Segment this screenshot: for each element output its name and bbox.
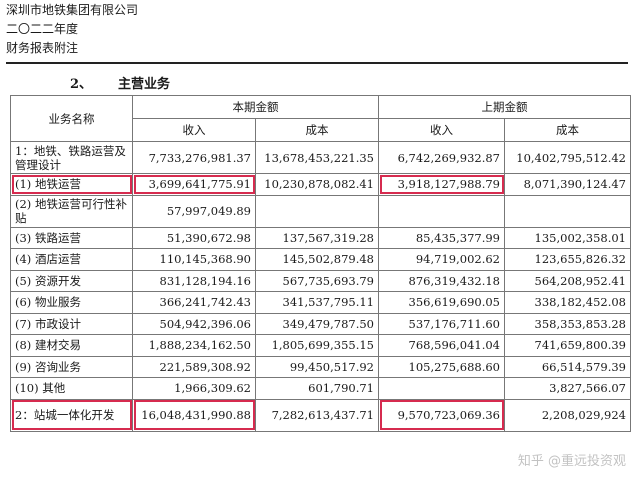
cell-current-revenue: 1,888,234,162.50	[132, 334, 256, 357]
column-header-current-cost: 成本	[255, 118, 379, 142]
cell-current-cost: 10,230,878,082.41	[255, 173, 379, 196]
row-name: (9) 咨询业务	[10, 355, 133, 378]
cell-prior-revenue	[378, 377, 505, 400]
cell-prior-revenue: 356,619,690.05	[378, 291, 505, 314]
cell-prior-revenue-highlighted: 9,570,723,069.36	[378, 398, 505, 432]
row-name: (5) 资源开发	[10, 269, 133, 292]
table-row: (2) 地铁运营可行性补贴 57,997,049.89	[10, 194, 631, 228]
cell-current-revenue: 504,942,396.06	[132, 312, 256, 335]
cell-current-revenue-highlighted: 16,048,431,990.88	[132, 398, 256, 432]
cell-current-cost: 567,735,693.79	[255, 269, 379, 292]
cell-current-revenue: 51,390,672.98	[132, 226, 256, 249]
report-year: 二〇二二年度	[6, 22, 79, 36]
cell-current-cost: 99,450,517.92	[255, 355, 379, 378]
cell-prior-cost: 123,655,826.32	[504, 248, 631, 271]
cell-prior-revenue: 105,275,688.60	[378, 355, 505, 378]
cell-prior-revenue: 85,435,377.99	[378, 226, 505, 249]
column-group-prior-period: 上期金额	[378, 95, 631, 119]
watermark: 知乎 @重远投资观	[517, 454, 626, 469]
cell-prior-revenue: 876,319,432.18	[378, 269, 505, 292]
cell-prior-cost: 3,827,566.07	[504, 377, 631, 400]
cell-current-revenue: 366,241,742.43	[132, 291, 256, 314]
table-row: (5) 资源开发 831,128,194.16 567,735,693.79 8…	[10, 269, 631, 292]
row-name: (2) 地铁运营可行性补贴	[10, 194, 133, 228]
cell-current-revenue-highlighted: 3,699,641,775.91	[132, 173, 256, 196]
row-name: (3) 铁路运营	[10, 226, 133, 249]
column-header-prior-revenue: 收入	[378, 118, 505, 142]
cell-current-cost: 13,678,453,221.35	[255, 141, 379, 174]
cell-current-cost: 349,479,787.50	[255, 312, 379, 335]
cell-current-revenue: 7,733,276,981.37	[132, 141, 256, 174]
table-row: (1) 地铁运营 3,699,641,775.91 10,230,878,082…	[10, 173, 631, 196]
cell-current-cost	[255, 194, 379, 228]
cell-current-cost: 1,805,699,355.15	[255, 334, 379, 357]
cell-current-cost: 137,567,319.28	[255, 226, 379, 249]
cell-prior-cost: 2,208,029,924	[504, 398, 631, 432]
table-row: (7) 市政设计 504,942,396.06 349,479,787.50 5…	[10, 312, 631, 335]
cell-prior-cost: 338,182,452.08	[504, 291, 631, 314]
table-row: (6) 物业服务 366,241,742.43 341,537,795.11 3…	[10, 291, 631, 314]
section-title: 主营业务	[118, 77, 171, 92]
row-name: (4) 酒店运营	[10, 248, 133, 271]
row-name-highlighted: 2：站城一体化开发	[10, 398, 133, 432]
section-number: 2、	[70, 77, 93, 92]
row-name: 1：地铁、铁路运营及管理设计	[10, 141, 133, 174]
table-row: (8) 建材交易 1,888,234,162.50 1,805,699,355.…	[10, 334, 631, 357]
cell-prior-cost: 10,402,795,512.42	[504, 141, 631, 174]
column-group-current-period: 本期金额	[132, 95, 379, 119]
cell-prior-cost: 741,659,800.39	[504, 334, 631, 357]
cell-prior-cost: 66,514,579.39	[504, 355, 631, 378]
cell-prior-revenue: 6,742,269,932.87	[378, 141, 505, 174]
cell-current-cost: 601,790.71	[255, 377, 379, 400]
cell-current-revenue: 221,589,308.92	[132, 355, 256, 378]
cell-prior-revenue: 94,719,002.62	[378, 248, 505, 271]
table-row: (3) 铁路运营 51,390,672.98 137,567,319.28 85…	[10, 226, 631, 249]
cell-prior-cost: 358,353,853.28	[504, 312, 631, 335]
cell-prior-revenue-highlighted: 3,918,127,988.79	[378, 173, 505, 196]
table-row: 1：地铁、铁路运营及管理设计 7,733,276,981.37 13,678,4…	[10, 141, 631, 174]
cell-current-revenue: 831,128,194.16	[132, 269, 256, 292]
cell-current-revenue: 1,966,309.62	[132, 377, 256, 400]
row-name: (8) 建材交易	[10, 334, 133, 357]
cell-prior-cost: 8,071,390,124.47	[504, 173, 631, 196]
cell-prior-cost: 564,208,952.41	[504, 269, 631, 292]
row-name: (6) 物业服务	[10, 291, 133, 314]
cell-prior-revenue: 768,596,041.04	[378, 334, 505, 357]
row-name: (7) 市政设计	[10, 312, 133, 335]
cell-current-revenue: 110,145,368.90	[132, 248, 256, 271]
company-name: 深圳市地铁集团有限公司	[6, 3, 139, 17]
cell-current-revenue: 57,997,049.89	[132, 194, 256, 228]
column-header-business-name: 业务名称	[10, 95, 133, 142]
table-row: (9) 咨询业务 221,589,308.92 99,450,517.92 10…	[10, 355, 631, 378]
cell-current-cost: 145,502,879.48	[255, 248, 379, 271]
row-name-highlighted: (1) 地铁运营	[10, 173, 133, 196]
header-rule	[6, 62, 628, 64]
cell-prior-cost: 135,002,358.01	[504, 226, 631, 249]
column-header-prior-cost: 成本	[504, 118, 631, 142]
table-row: (10) 其他 1,966,309.62 601,790.71 3,827,56…	[10, 377, 631, 400]
cell-current-cost: 7,282,613,437.71	[255, 398, 379, 432]
main-business-table: 业务名称 本期金额 上期金额 收入 成本 收入 成本 1：地铁、铁路运营及管理设…	[10, 95, 631, 432]
cell-current-cost: 341,537,795.11	[255, 291, 379, 314]
table-row: (4) 酒店运营 110,145,368.90 145,502,879.48 9…	[10, 248, 631, 271]
document-title: 财务报表附注	[6, 41, 79, 55]
cell-prior-revenue: 537,176,711.60	[378, 312, 505, 335]
row-name: (10) 其他	[10, 377, 133, 400]
cell-prior-cost	[504, 194, 631, 228]
table-row: 2：站城一体化开发 16,048,431,990.88 7,282,613,43…	[10, 398, 631, 432]
column-header-current-revenue: 收入	[132, 118, 256, 142]
cell-prior-revenue	[378, 194, 505, 228]
